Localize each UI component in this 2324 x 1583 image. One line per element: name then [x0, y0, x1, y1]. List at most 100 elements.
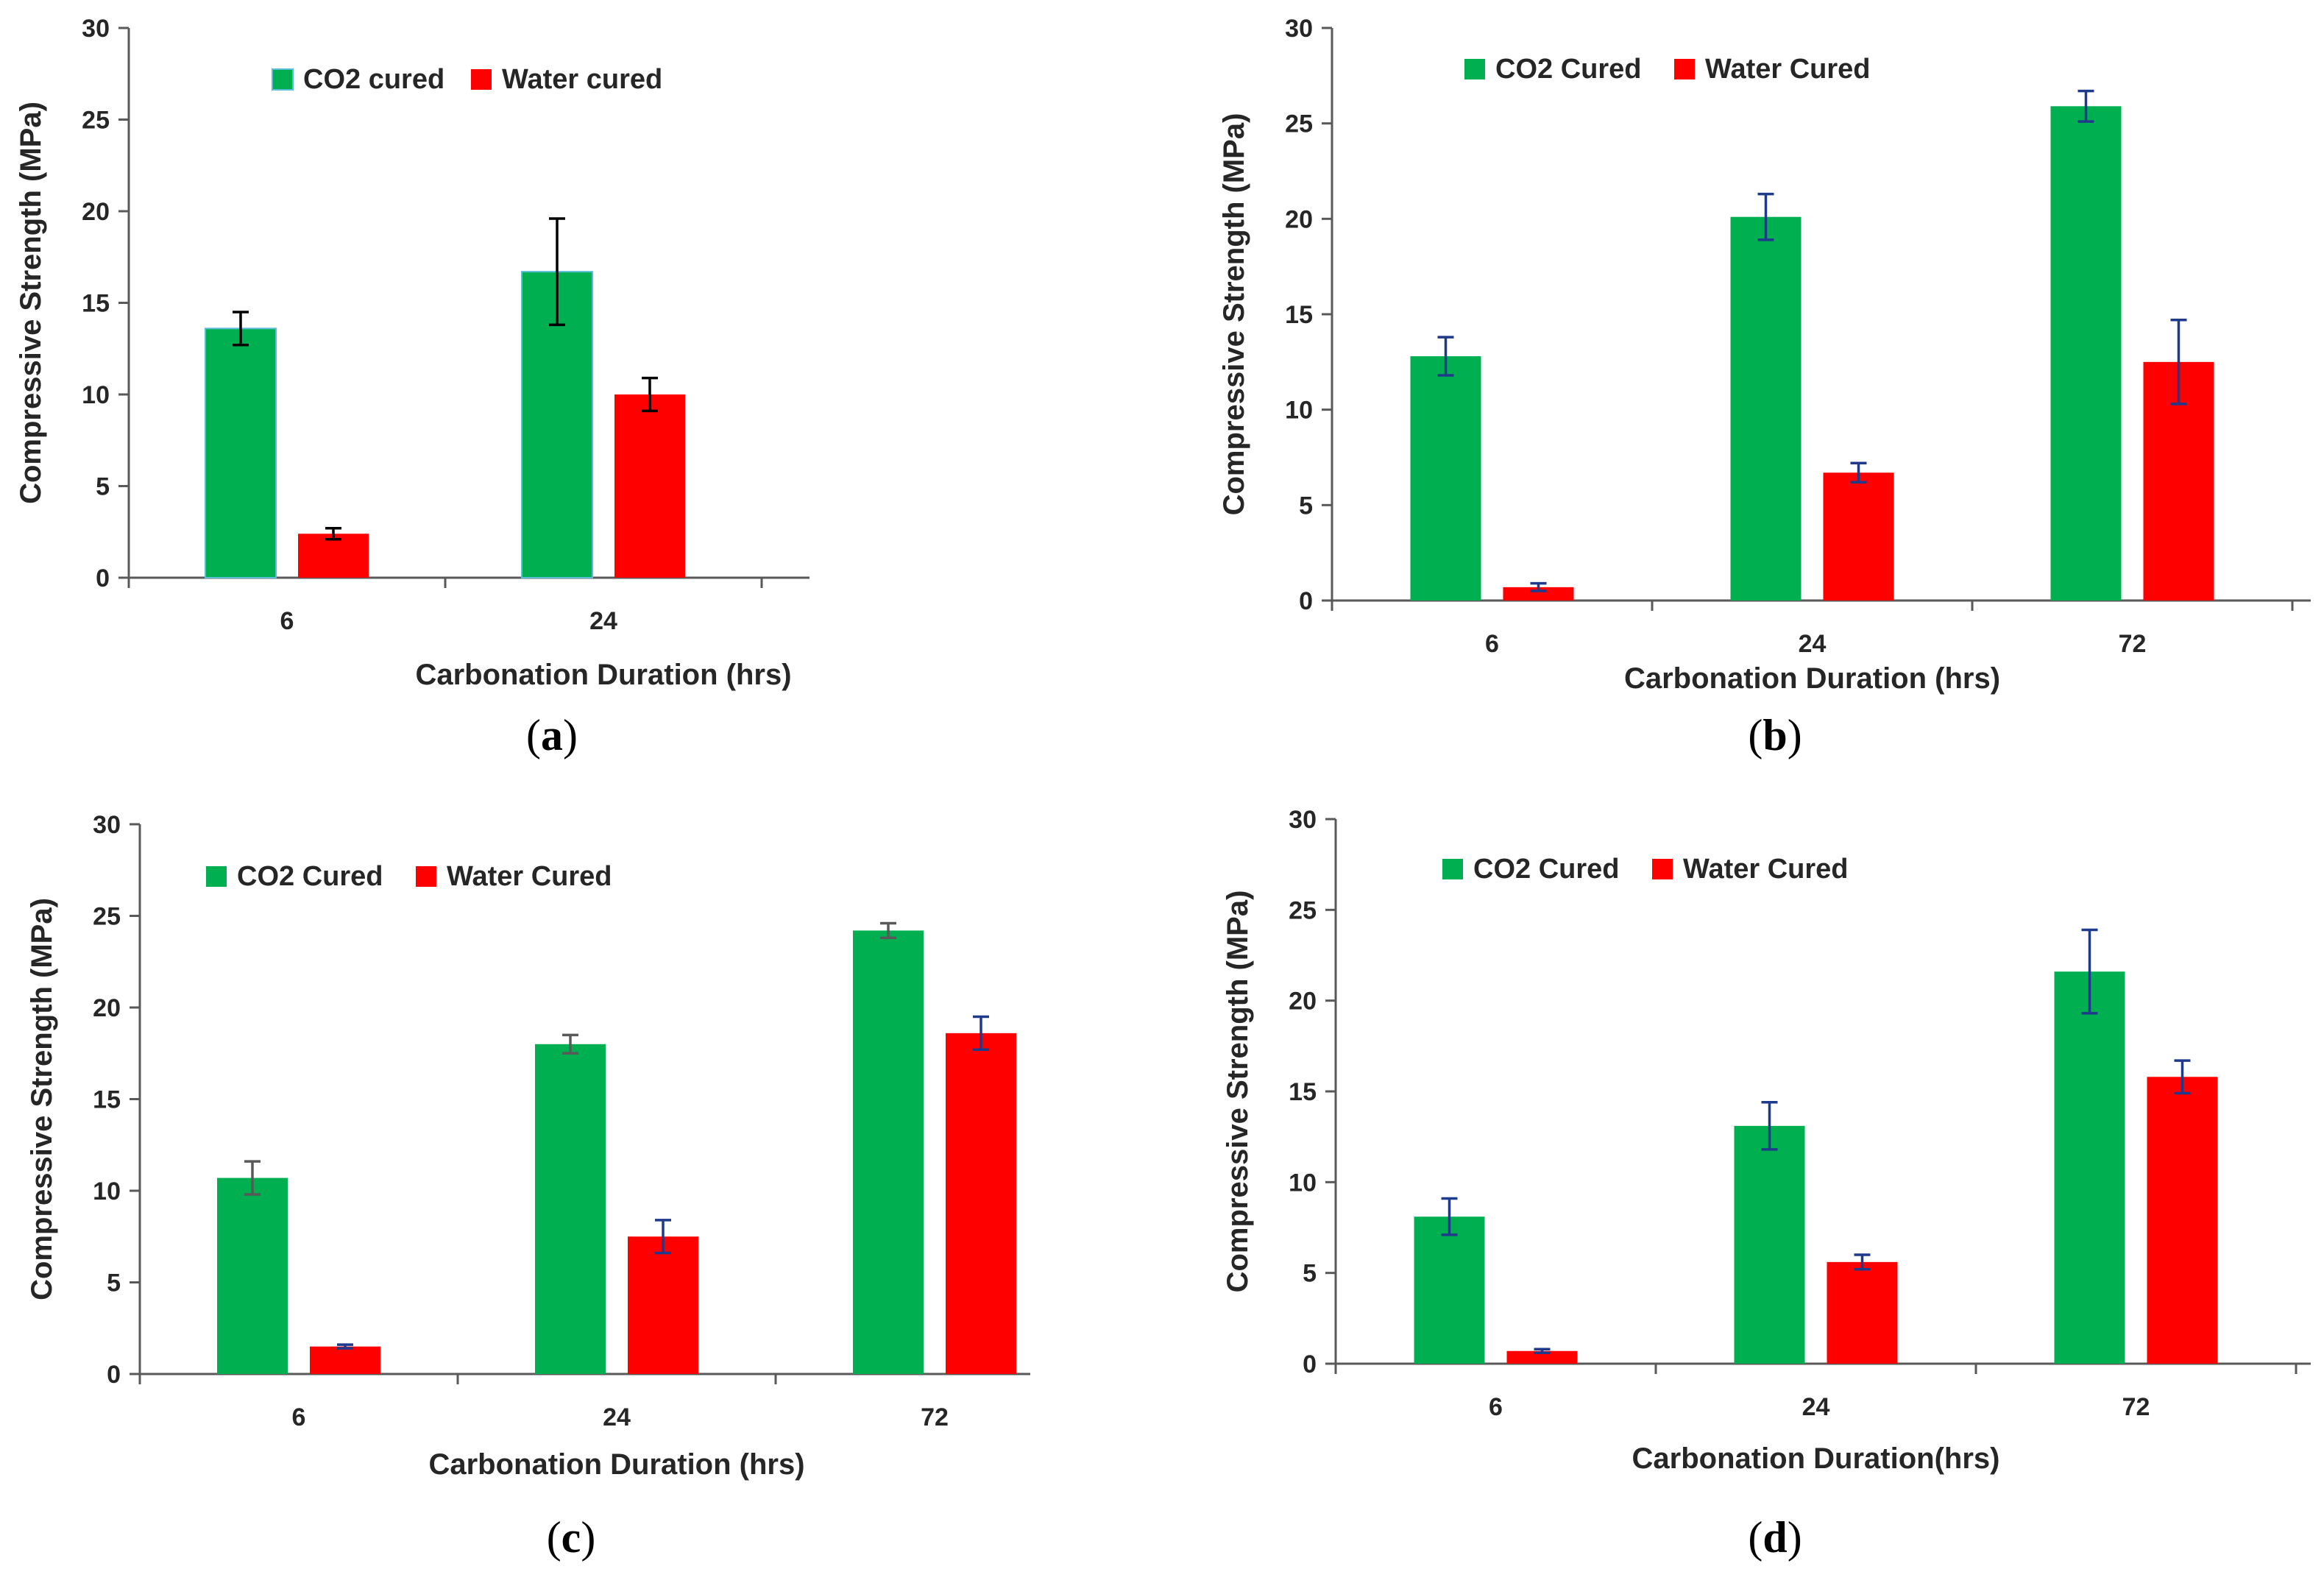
legend-swatch	[1442, 859, 1463, 879]
caption-a: (a)	[526, 711, 578, 759]
x-tick-label: 24	[603, 1403, 631, 1431]
error-bar-co2-6	[1441, 1197, 1458, 1236]
bar-co2-6	[217, 1177, 288, 1374]
legend-label: Water Cured	[1705, 54, 1871, 85]
chart-panel-b: 0 5 10 15 20 25 30 6 24 72 Carbonation Duration (h…	[1207, 0, 2318, 706]
y-tick-label: 0	[107, 1361, 121, 1389]
error-bar-water-24	[655, 1219, 671, 1255]
bar-co2-72	[853, 930, 924, 1374]
legend-label: CO2 cured	[303, 64, 444, 95]
y-tick-label: 20	[82, 198, 110, 226]
y-tick-label: 0	[96, 564, 110, 592]
bar-co2-6	[1410, 356, 1481, 601]
y-tick-label: 5	[1299, 492, 1313, 520]
legend-swatch	[1464, 59, 1485, 79]
error-bar-co2-6	[1437, 336, 1454, 377]
legend-swatch	[1674, 59, 1695, 79]
x-tick-label: 24	[1799, 630, 1827, 658]
error-bar-co2-72	[880, 921, 896, 940]
y-axis-title: Compressive Strength (MPa)	[26, 898, 58, 1300]
error-bar-water-6	[325, 527, 341, 541]
y-tick-label: 0	[1299, 587, 1313, 615]
bar-co2-24	[1730, 216, 1802, 601]
y-tick-label: 25	[82, 107, 110, 135]
error-bar-co2-24	[1757, 192, 1774, 241]
y-tick-label: 15	[82, 290, 110, 318]
bar-water-6	[1506, 1350, 1578, 1364]
legend-item-water: Water cured	[471, 64, 662, 95]
y-tick-label: 10	[93, 1177, 121, 1205]
chart-panel-d: 0 5 10 15 20 25 30 6 24 72 Carbonation Duration(hr…	[1207, 802, 2318, 1509]
y-tick-label: 5	[96, 473, 110, 501]
y-tick-label: 25	[1285, 110, 1313, 138]
legend-label: CO2 Cured	[1473, 854, 1619, 885]
legend-label: Water Cured	[447, 861, 612, 892]
bar-water-6	[310, 1346, 380, 1374]
chart-c: 0 5 10 15 20 25 30 6 24 72 Carbonation Duration (h…	[26, 811, 1030, 1481]
x-tick-label: 6	[1489, 1393, 1503, 1421]
error-bar-water-24	[642, 376, 658, 413]
chart-b: 0 5 10 15 20 25 30 6 24 72 Carbonation Duration (h…	[1218, 15, 2311, 695]
x-axis-title: Carbonation Duration (hrs)	[1624, 662, 2000, 695]
error-bar-water-72	[2170, 319, 2187, 406]
bar-co2-24	[535, 1044, 606, 1374]
x-tick-label: 72	[2119, 630, 2147, 658]
x-tick-label: 72	[2122, 1393, 2150, 1421]
bar-water-6	[298, 534, 369, 578]
error-bar-water-72	[973, 1015, 989, 1052]
bar-water-72	[946, 1033, 1016, 1374]
x-tick-label: 72	[921, 1403, 949, 1431]
x-tick-label: 6	[1485, 630, 1499, 658]
y-tick-label: 20	[1289, 988, 1317, 1016]
error-bar-co2-6	[244, 1160, 261, 1196]
y-tick-label: 30	[1285, 15, 1313, 43]
x-axis-title: Carbonation Duration(hrs)	[1632, 1442, 2000, 1475]
y-tick-label: 5	[1303, 1260, 1317, 1288]
caption-b: (b)	[1748, 711, 1802, 759]
legend-swatch	[206, 866, 227, 887]
legend-label: Water Cured	[1683, 854, 1849, 885]
error-bar-water-24	[1850, 461, 1867, 484]
error-bar-co2-72	[2077, 89, 2094, 123]
bar-co2-72	[2054, 971, 2125, 1364]
legend-item-co2: CO2 Cured	[1442, 854, 1619, 885]
x-tick-label: 6	[292, 1403, 306, 1431]
legend-item-water: Water Cured	[1652, 854, 1849, 885]
bar-water-24	[1823, 472, 1894, 601]
bar-water-6	[1503, 587, 1574, 601]
y-tick-label: 20	[1285, 205, 1313, 233]
y-axis-title: Compressive Strength (MPa)	[1218, 113, 1250, 516]
bar-water-24	[614, 394, 685, 578]
error-bar-water-24	[1854, 1253, 1871, 1271]
bar-co2-6	[1414, 1217, 1485, 1364]
y-tick-label: 25	[1289, 896, 1317, 924]
y-tick-label: 15	[1285, 301, 1313, 329]
caption-d: (d)	[1748, 1513, 1802, 1562]
y-axis-title: Compressive Strength (MPa)	[15, 102, 47, 504]
chart-panel-c: 0 5 10 15 20 25 30 6 24 72 Carbonation Duration (h…	[0, 802, 1045, 1509]
error-bar-water-6	[337, 1343, 353, 1350]
error-bar-co2-24	[562, 1033, 578, 1055]
caption-c: (c)	[546, 1513, 596, 1562]
bar-co2-24	[521, 271, 593, 578]
y-tick-label: 10	[1285, 397, 1313, 425]
y-tick-label: 5	[107, 1269, 121, 1297]
y-tick-label: 0	[1303, 1350, 1317, 1378]
error-bar-water-6	[1530, 581, 1547, 592]
error-bar-co2-72	[2081, 928, 2098, 1015]
legend-swatch	[416, 866, 436, 887]
legend-label: CO2 Cured	[237, 861, 383, 892]
legend-item-water: Water Cured	[1674, 54, 1871, 85]
bar-co2-6	[205, 327, 277, 578]
y-tick-label: 30	[93, 811, 121, 839]
legend-item-co2: CO2 cured	[272, 64, 444, 95]
y-tick-label: 20	[93, 994, 121, 1022]
error-bar-water-72	[2174, 1059, 2191, 1095]
y-tick-label: 15	[93, 1086, 121, 1114]
x-tick-label: 24	[1802, 1393, 1830, 1421]
bar-water-24	[628, 1236, 698, 1374]
error-bar-co2-24	[549, 217, 565, 327]
legend-swatch	[1652, 859, 1673, 879]
